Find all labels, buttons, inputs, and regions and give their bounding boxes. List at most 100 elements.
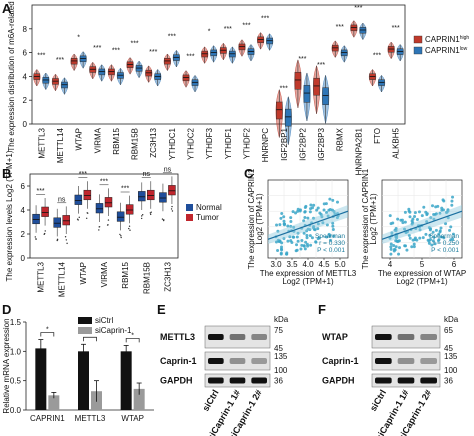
scatter-point	[389, 252, 393, 256]
x-tick-label: 5	[420, 260, 425, 269]
significance-mark: ***	[112, 48, 120, 55]
x-axis-unit: Log2 (TPM+1)	[396, 277, 448, 286]
x-tick-label: ZC3H13	[163, 261, 172, 291]
scatter-point	[289, 220, 293, 224]
scatter-point	[319, 212, 323, 216]
scatter-point	[303, 247, 307, 251]
significance-mark: *	[89, 331, 92, 338]
scatter-point	[326, 214, 330, 218]
y-tick-label: 0	[23, 120, 28, 129]
blot-band	[420, 377, 437, 384]
blot-band	[397, 358, 415, 364]
scatter-point	[438, 211, 442, 215]
significance-mark: *	[46, 327, 49, 334]
x-tick-label: 6	[452, 260, 457, 269]
x-tick-label: VIRMA	[93, 127, 102, 153]
scatter-point	[309, 243, 313, 247]
scatter-point	[303, 215, 307, 219]
scatter-point	[401, 221, 405, 225]
scatter-point	[396, 239, 400, 243]
scatter-point	[450, 199, 454, 203]
box-igf2bp1-0	[276, 101, 283, 120]
x-tick-label: IGF2BP2	[298, 127, 307, 160]
outlier-point	[43, 232, 46, 235]
x-tick-label: METTL3	[37, 261, 46, 292]
scatter-point	[282, 223, 286, 227]
scatter-point	[400, 218, 404, 222]
scatter-point	[298, 209, 302, 213]
scatter-point	[411, 238, 415, 242]
legend-swatch	[186, 214, 193, 221]
panel-label-f: F	[318, 302, 326, 317]
scatter-point	[403, 210, 407, 214]
scatter-point	[302, 244, 306, 248]
box-mettl3-normal	[32, 213, 40, 225]
blot-membrane	[371, 351, 441, 371]
scatter-point	[302, 231, 306, 235]
scatter-point	[303, 210, 307, 214]
scatter-point	[280, 211, 284, 215]
box-rbm15-normal	[116, 211, 125, 222]
scatter-point	[312, 224, 316, 228]
scatter-point	[428, 237, 432, 241]
scatter-point	[405, 248, 409, 252]
scatter-point	[408, 236, 412, 240]
panel-label-b: B	[2, 166, 11, 181]
scatter-point	[335, 200, 339, 204]
x-tick-label: METTL14	[56, 127, 65, 163]
y-tick-label: 6	[23, 49, 28, 58]
confidence-band	[268, 204, 348, 244]
x-tick-label: WTAP	[75, 128, 84, 151]
box-virma-tumor	[104, 197, 113, 208]
scatter-point	[308, 234, 312, 238]
panel-label-d: D	[2, 302, 11, 317]
bar-caprin1-sictrl	[35, 348, 47, 410]
scatter-point	[421, 236, 425, 240]
blot-band	[251, 358, 267, 364]
blot-row-label: Caprin-1	[160, 356, 197, 366]
scatter-point	[316, 222, 320, 226]
scatter-point	[332, 234, 336, 238]
bar-wtap-sicaprin-1	[133, 388, 145, 410]
scatter-point	[295, 248, 299, 252]
box-mettl14-tumor	[62, 215, 70, 226]
box-virma-normal	[95, 203, 104, 214]
x-tick-label: RBM15B	[142, 262, 151, 294]
significance-mark: ns	[164, 166, 172, 173]
scatter-point	[422, 205, 426, 209]
x-tick-label: 3.0	[270, 260, 282, 269]
outlier-point	[107, 224, 109, 226]
correlation-annotation: Spearman	[315, 233, 345, 240]
significance-mark: ***	[392, 25, 400, 32]
scatter-point	[444, 222, 448, 226]
scatter-point	[440, 206, 444, 210]
scatter-point	[312, 216, 316, 220]
scatter-point	[408, 210, 412, 214]
lane-label: siCtrl	[368, 388, 388, 413]
legend-swatch	[413, 46, 423, 55]
blot-band	[208, 358, 224, 364]
legend-label: CAPRIN1low	[425, 46, 468, 55]
scatter-point	[294, 211, 298, 215]
blot-band	[375, 334, 392, 340]
scatter-point	[279, 251, 283, 255]
x-tick-label: HNRNPC	[261, 128, 270, 162]
significance-mark: ***	[36, 188, 44, 195]
scatter-point	[305, 236, 309, 240]
outlier-point	[98, 229, 100, 231]
x-tick-label: YTHDF3	[205, 127, 214, 159]
scatter-point	[292, 235, 296, 239]
scatter-point	[309, 203, 313, 207]
scatter-point	[331, 221, 335, 225]
significance-mark: ***	[261, 15, 269, 22]
y-tick-label: 6	[21, 182, 26, 191]
scatter-point	[418, 228, 422, 232]
kda-marker: 45	[274, 344, 283, 353]
significance-mark: ***	[298, 56, 306, 63]
legend-swatch	[413, 35, 423, 44]
scatter-point	[282, 219, 286, 223]
blot-band	[375, 358, 392, 364]
scatter-point	[276, 249, 280, 253]
box-mettl14-normal	[53, 217, 61, 228]
